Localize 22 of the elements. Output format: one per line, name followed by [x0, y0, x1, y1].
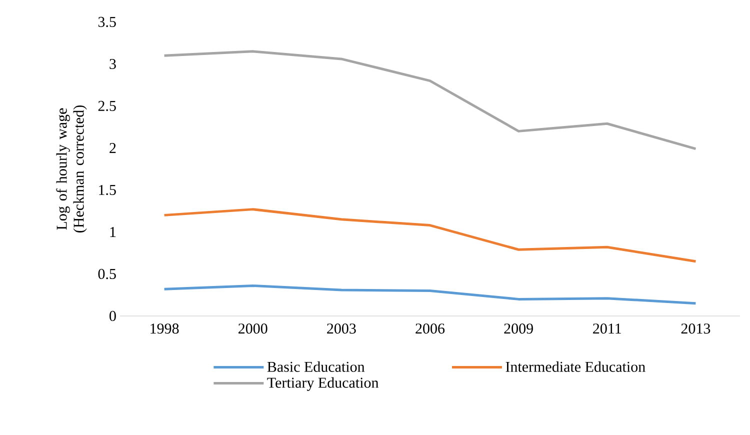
legend-label: Basic Education	[267, 361, 365, 372]
y-axis-title: Log of hourly wage (Heckman corrected)	[56, 106, 87, 232]
x-tick-label: 2013	[681, 324, 710, 334]
y-tick-label: 2	[110, 143, 116, 153]
y-tick-label: 0	[110, 310, 116, 322]
y-tick-label: 2.5	[98, 100, 116, 112]
line-series	[163, 284, 697, 305]
x-tick-label: 2006	[416, 324, 445, 334]
x-tick-label: 2003	[327, 324, 356, 334]
x-tick-label: 1998	[150, 324, 179, 334]
y-tick-label: 1.5	[99, 184, 116, 196]
y-tick-label: 1	[110, 227, 116, 237]
legend-label: Intermediate Education	[506, 361, 646, 372]
line-series	[163, 50, 697, 150]
y-tick-label: 3	[110, 58, 116, 70]
x-tick-label: 2011	[593, 324, 621, 334]
legend-label: Tertiary Education	[267, 377, 379, 391]
x-tick-label: 2000	[238, 324, 268, 334]
line-series	[163, 208, 697, 263]
x-tick-label: 2009	[504, 324, 533, 334]
y-tick-label: 0.5	[98, 268, 116, 280]
y-tick-label: 3.5	[98, 16, 116, 28]
